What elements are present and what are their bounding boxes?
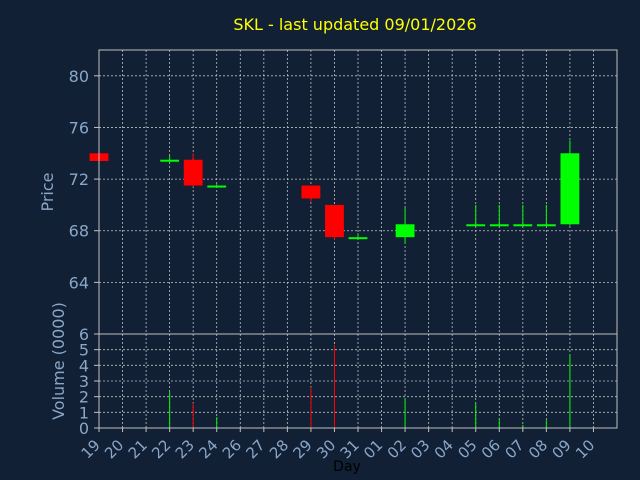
volume-ytick-label: 0 [79, 419, 89, 438]
x-tick-label: 24 [195, 436, 221, 462]
price-ytick-label: 80 [69, 67, 89, 86]
price-ytick-label: 76 [69, 118, 89, 137]
axis-layer: 6468727680012345619202122232426272829303… [38, 67, 598, 475]
candle-body [160, 159, 180, 162]
x-tick-label: 22 [148, 436, 174, 462]
candle-body [325, 204, 344, 238]
x-tick-label: 09 [549, 436, 575, 462]
price-axis-label: Price [38, 172, 57, 211]
candle-body [395, 224, 415, 238]
price-ytick-label: 72 [69, 170, 89, 189]
x-tick-label: 06 [478, 436, 504, 462]
volume-ytick-label: 2 [79, 388, 89, 407]
x-tick-label: 02 [384, 436, 410, 462]
x-tick-label: 26 [219, 436, 245, 462]
candle-body [489, 224, 509, 227]
volume-axis-label: Volume (0000) [49, 302, 68, 420]
x-tick-label: 20 [101, 436, 127, 462]
candle-body [183, 159, 203, 186]
x-tick-label: 04 [431, 436, 457, 462]
candle-body [348, 237, 368, 240]
x-tick-label: 01 [360, 436, 386, 462]
x-tick-label: 23 [172, 436, 198, 462]
candle-body [513, 224, 533, 227]
volume-ytick-label: 3 [79, 372, 89, 391]
x-tick-label: 27 [242, 436, 268, 462]
volume-ytick-label: 1 [79, 403, 89, 422]
candle-body [560, 153, 580, 225]
x-tick-label: 29 [290, 436, 316, 462]
candle-body [536, 224, 556, 227]
price-ytick-label: 64 [69, 273, 89, 292]
candle-body [301, 185, 321, 199]
candle-body [466, 224, 486, 227]
volume-ytick-label: 6 [79, 325, 89, 344]
x-tick-label: 05 [454, 436, 480, 462]
x-tick-label: 10 [572, 436, 598, 462]
x-tick-label: 03 [407, 436, 433, 462]
chart-title: SKL - last updated 09/01/2026 [233, 15, 476, 34]
x-tick-label: 07 [501, 436, 527, 462]
price-ytick-label: 68 [69, 222, 89, 241]
x-axis-label: Day [333, 459, 361, 475]
volume-ytick-label: 4 [79, 356, 89, 375]
x-tick-label: 28 [266, 436, 292, 462]
x-tick-label: 21 [125, 436, 151, 462]
volume-ytick-label: 5 [79, 341, 89, 360]
marks-layer [89, 140, 580, 428]
x-tick-label: 19 [78, 436, 104, 462]
candle-body [207, 185, 227, 188]
x-tick-label: 08 [525, 436, 551, 462]
